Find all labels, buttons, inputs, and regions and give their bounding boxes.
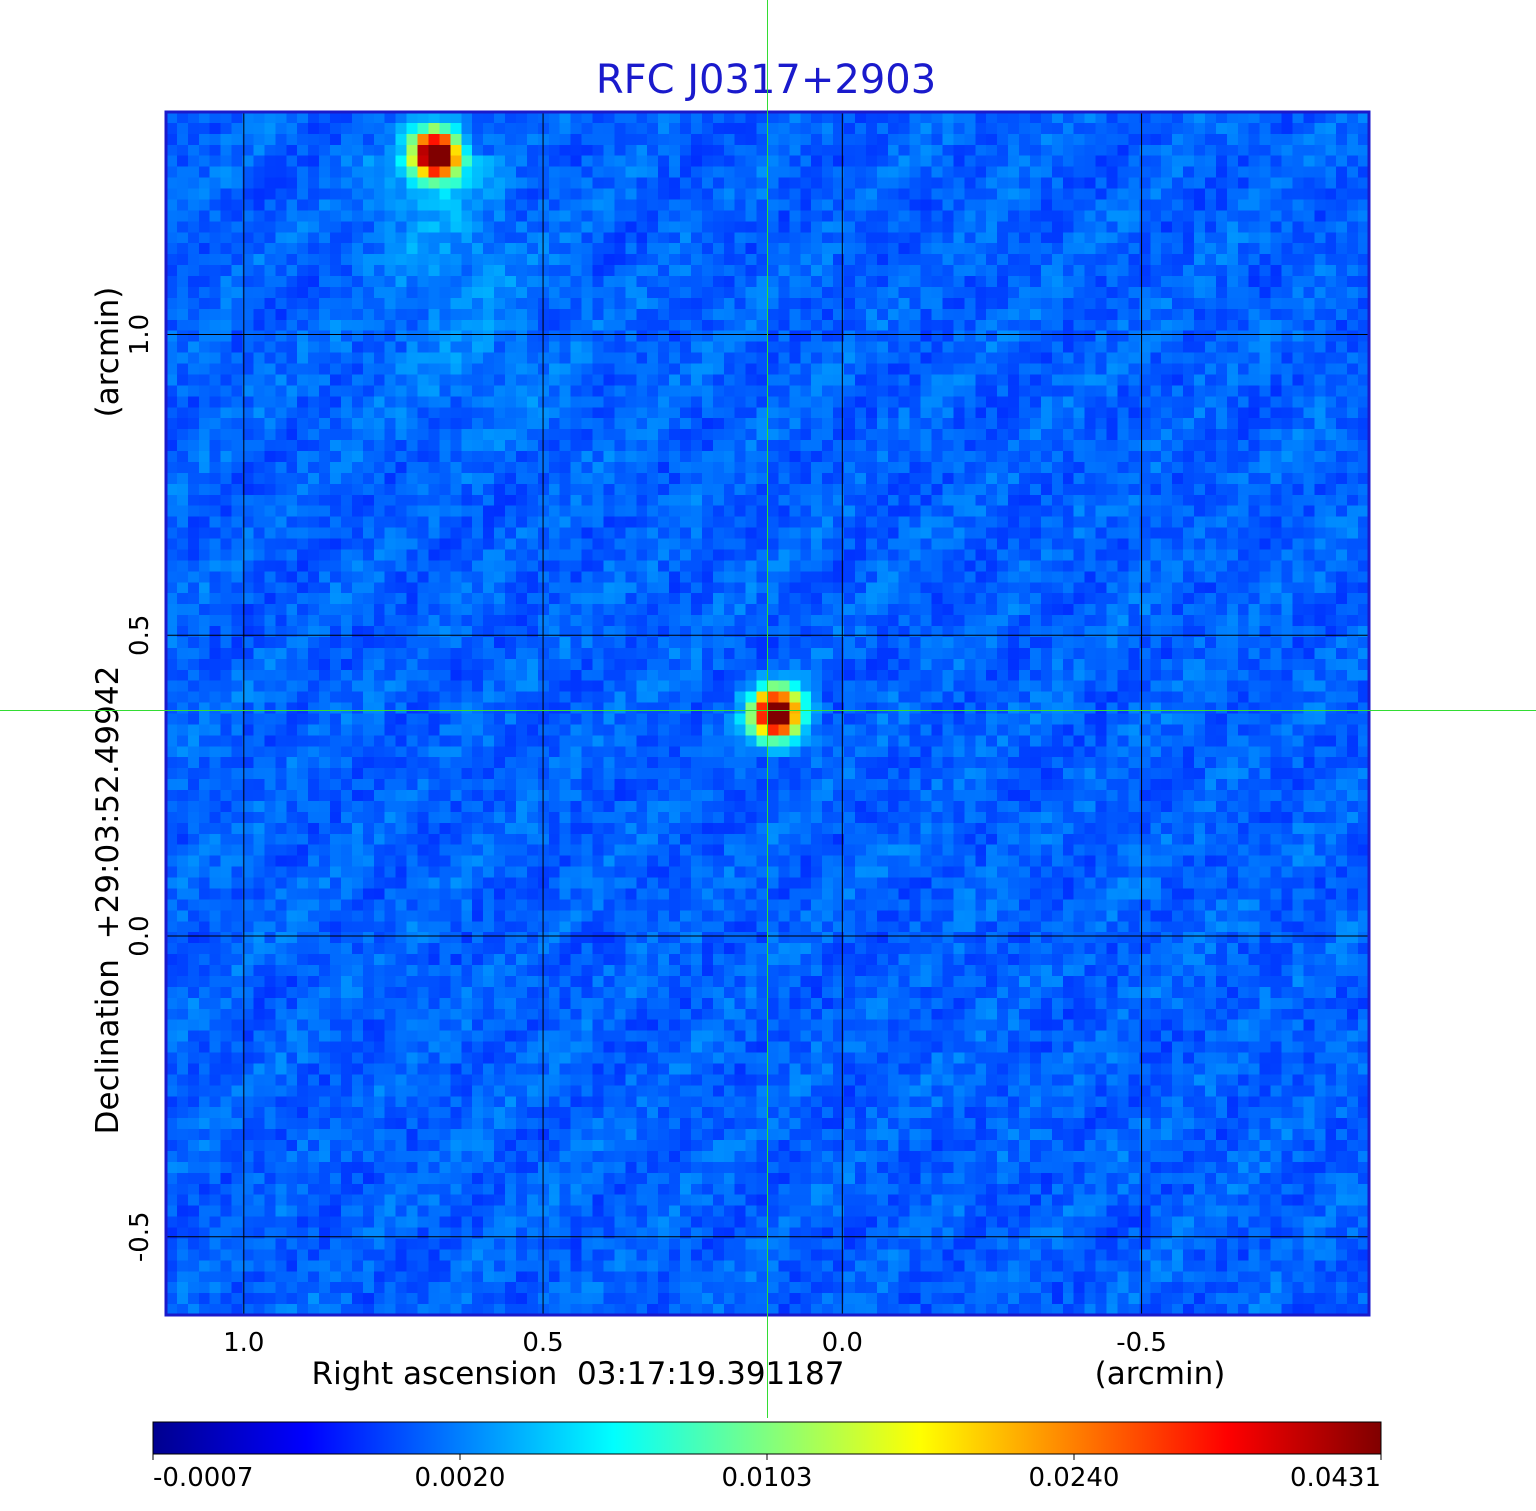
colorbar-tick-label: 0.0431 [1290,1463,1381,1493]
x-axis-label: Right ascension 03:17:19.391187 [312,1356,845,1392]
y-tick-label: 0.5 [125,615,155,656]
colorbar [152,1421,1382,1455]
x-tick-label: 0.0 [822,1328,863,1358]
colorbar-tick-label: -0.0007 [153,1463,253,1493]
y-tick-label: 1.0 [125,314,155,355]
x-tick-label: 1.0 [223,1328,264,1358]
x-axis-unit: (arcmin) [1095,1356,1226,1392]
colorbar-tick-label: 0.0020 [415,1463,506,1493]
source-peak-2 [770,707,783,720]
y-tick-label: -0.5 [125,1211,155,1262]
y-axis-label: Declination +29:03:52.49942 [90,666,126,1135]
crosshair [0,0,1536,1418]
y-axis-unit: (arcmin) [90,287,126,418]
source-peak-1 [429,148,442,161]
colorbar-tick-label: 0.0240 [1029,1463,1120,1493]
x-tick-label: 0.5 [522,1328,563,1358]
chart-title: RFC J0317+2903 [596,57,936,103]
colorbar-tick-labels: -0.0007 0.0020 0.0103 0.0240 0.0431 [152,1454,1382,1493]
colorbar-tick-label: 0.0103 [722,1463,813,1493]
y-tick-label: 0.0 [125,915,155,956]
y-tick-labels: 1.0 0.5 0.0 -0.5 [125,314,155,1262]
x-tick-labels: 1.0 0.5 0.0 -0.5 [223,1328,1167,1358]
x-tick-label: -0.5 [1116,1328,1167,1358]
